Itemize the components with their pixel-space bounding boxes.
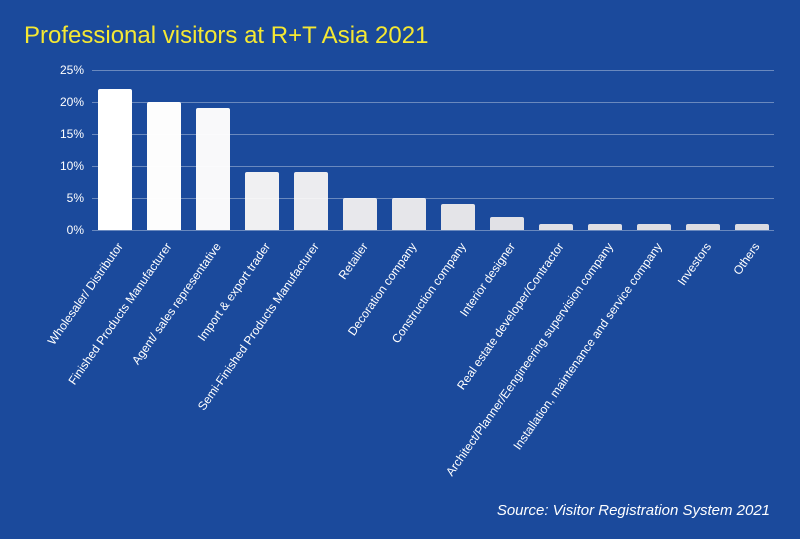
plot-area bbox=[92, 70, 774, 230]
bars-container bbox=[92, 70, 774, 230]
source-text: Source: Visitor Registration System 2021 bbox=[497, 502, 770, 519]
x-label: Finished Products Manufacturer bbox=[66, 240, 175, 387]
bar-slot bbox=[733, 70, 770, 230]
x-label: Others bbox=[731, 240, 763, 278]
bar-slot bbox=[390, 70, 427, 230]
chart-area: 0%5%10%15%20%25% Wholesaler/ Distributor… bbox=[44, 70, 774, 230]
y-tick-label: 10% bbox=[44, 159, 84, 173]
bar-slot bbox=[537, 70, 574, 230]
bar-slot bbox=[194, 70, 231, 230]
bar bbox=[343, 198, 377, 230]
grid-line bbox=[92, 134, 774, 135]
bar bbox=[196, 108, 230, 230]
chart-title: Professional visitors at R+T Asia 2021 bbox=[24, 22, 428, 50]
bar-slot bbox=[341, 70, 378, 230]
bar-slot bbox=[488, 70, 525, 230]
grid-line bbox=[92, 198, 774, 199]
bar bbox=[294, 172, 328, 230]
y-tick-label: 15% bbox=[44, 127, 84, 141]
bar-slot bbox=[96, 70, 133, 230]
grid-line bbox=[92, 70, 774, 71]
bar-slot bbox=[635, 70, 672, 230]
bar-slot bbox=[684, 70, 721, 230]
y-tick-label: 5% bbox=[44, 191, 84, 205]
y-tick-label: 0% bbox=[44, 223, 84, 237]
x-label: Investors bbox=[675, 240, 714, 288]
grid-line bbox=[92, 102, 774, 103]
x-label: Retailer bbox=[336, 240, 371, 282]
bar bbox=[441, 204, 475, 230]
bar bbox=[490, 217, 524, 230]
x-label: Agent/ sales representative bbox=[129, 240, 224, 367]
bar bbox=[98, 89, 132, 230]
grid-line bbox=[92, 230, 774, 231]
bar-slot bbox=[586, 70, 623, 230]
grid-line bbox=[92, 166, 774, 167]
bar-slot bbox=[292, 70, 329, 230]
bar bbox=[392, 198, 426, 230]
y-tick-label: 25% bbox=[44, 63, 84, 77]
y-tick-label: 20% bbox=[44, 95, 84, 109]
bar-slot bbox=[439, 70, 476, 230]
bar-slot bbox=[243, 70, 280, 230]
bar-slot bbox=[145, 70, 182, 230]
bar bbox=[245, 172, 279, 230]
y-axis: 0%5%10%15%20%25% bbox=[44, 70, 84, 230]
